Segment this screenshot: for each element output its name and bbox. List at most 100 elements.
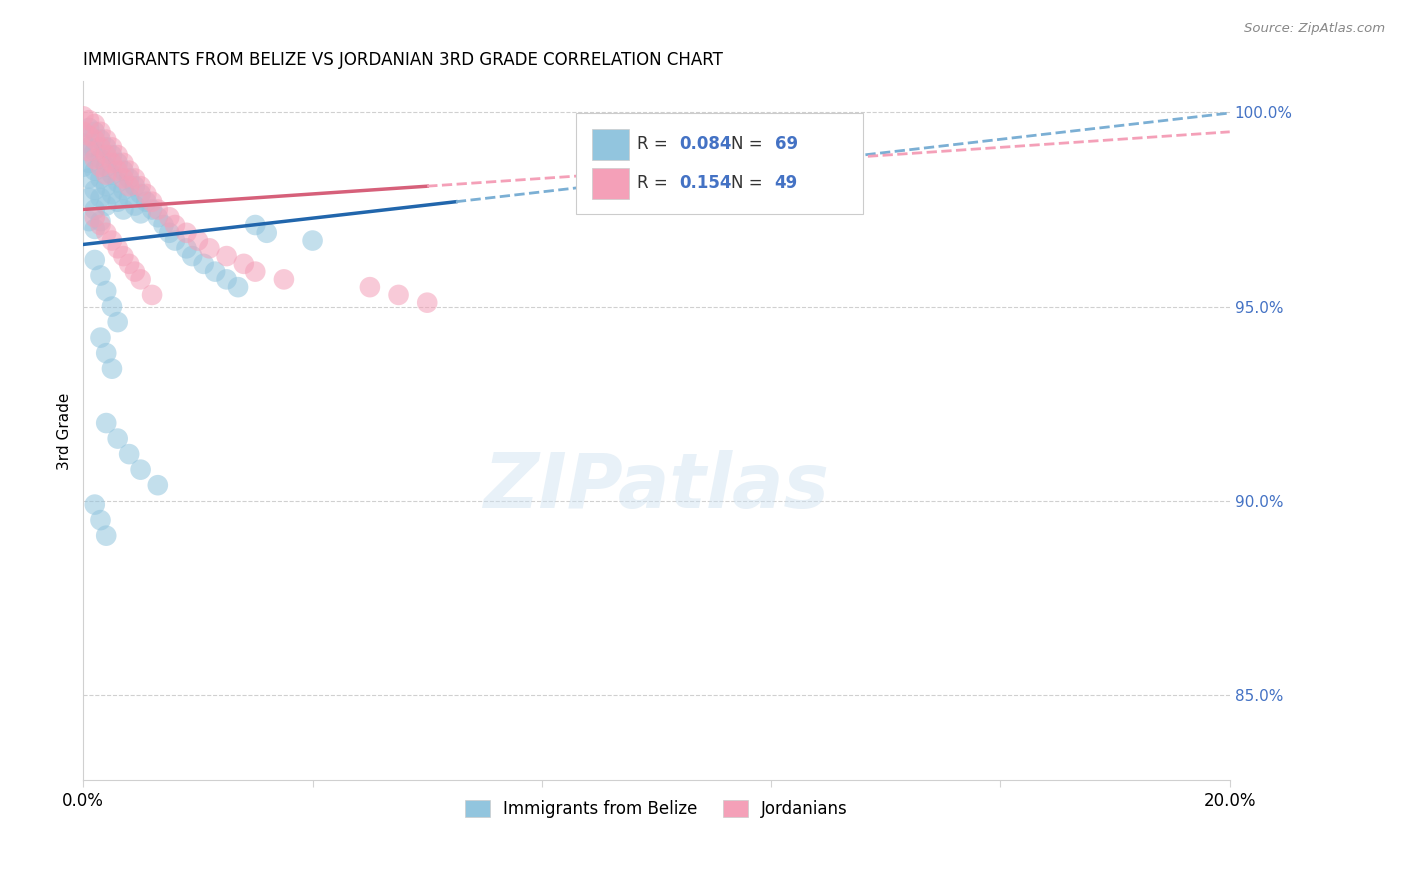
Point bbox=[83, 152, 105, 166]
Point bbox=[89, 191, 111, 205]
Point bbox=[101, 186, 124, 201]
Legend: Immigrants from Belize, Jordanians: Immigrants from Belize, Jordanians bbox=[458, 793, 855, 824]
Point bbox=[124, 198, 146, 212]
Point bbox=[77, 171, 100, 186]
Point bbox=[141, 288, 163, 302]
Y-axis label: 3rd Grade: 3rd Grade bbox=[58, 392, 72, 469]
FancyBboxPatch shape bbox=[592, 128, 628, 160]
Point bbox=[107, 148, 129, 162]
Point bbox=[107, 194, 129, 209]
Point bbox=[124, 171, 146, 186]
Point bbox=[96, 346, 118, 360]
Point bbox=[215, 272, 238, 286]
Point bbox=[89, 268, 111, 283]
Text: 0.154: 0.154 bbox=[679, 175, 733, 193]
Point bbox=[163, 218, 186, 232]
Point bbox=[77, 191, 100, 205]
Point bbox=[124, 265, 146, 279]
Point bbox=[83, 252, 105, 267]
Text: 49: 49 bbox=[775, 175, 797, 193]
Point bbox=[96, 284, 118, 298]
Point bbox=[135, 186, 157, 201]
Point bbox=[89, 152, 111, 166]
Point bbox=[387, 288, 409, 302]
Point bbox=[96, 416, 118, 430]
Point bbox=[124, 179, 146, 194]
Text: 69: 69 bbox=[775, 136, 797, 153]
Point bbox=[112, 183, 135, 197]
Point bbox=[77, 214, 100, 228]
Point bbox=[112, 156, 135, 170]
Point bbox=[89, 513, 111, 527]
Point bbox=[89, 218, 111, 232]
Point bbox=[107, 175, 129, 189]
Point bbox=[96, 160, 118, 174]
Point bbox=[89, 331, 111, 345]
Point bbox=[101, 300, 124, 314]
Point bbox=[101, 168, 124, 182]
Point bbox=[83, 163, 105, 178]
Point bbox=[83, 211, 105, 225]
Point bbox=[107, 432, 129, 446]
FancyBboxPatch shape bbox=[576, 112, 863, 214]
Point bbox=[72, 160, 94, 174]
Point bbox=[301, 234, 323, 248]
Point bbox=[359, 280, 381, 294]
FancyBboxPatch shape bbox=[592, 168, 628, 199]
Point bbox=[107, 315, 129, 329]
Point bbox=[146, 478, 169, 492]
Point bbox=[204, 265, 226, 279]
Point bbox=[245, 265, 267, 279]
Text: 0.084: 0.084 bbox=[679, 136, 733, 153]
Point bbox=[107, 241, 129, 255]
Point bbox=[146, 211, 169, 225]
Point bbox=[198, 241, 221, 255]
Text: R =: R = bbox=[637, 136, 673, 153]
Point bbox=[89, 140, 111, 154]
Point bbox=[118, 179, 141, 194]
Point bbox=[273, 272, 295, 286]
Point bbox=[77, 120, 100, 135]
Point bbox=[141, 194, 163, 209]
Point bbox=[112, 163, 135, 178]
Point bbox=[101, 234, 124, 248]
Point bbox=[96, 132, 118, 146]
Point bbox=[176, 241, 198, 255]
Point bbox=[72, 125, 94, 139]
Text: Source: ZipAtlas.com: Source: ZipAtlas.com bbox=[1244, 22, 1385, 36]
Point bbox=[83, 132, 105, 146]
Point bbox=[112, 202, 135, 217]
Point bbox=[112, 249, 135, 263]
Point bbox=[193, 257, 215, 271]
Point bbox=[176, 226, 198, 240]
Point bbox=[129, 186, 152, 201]
Point bbox=[96, 168, 118, 182]
Point bbox=[101, 361, 124, 376]
Point bbox=[96, 148, 118, 162]
Point bbox=[96, 529, 118, 543]
Point bbox=[83, 117, 105, 131]
Point bbox=[416, 295, 439, 310]
Point bbox=[96, 198, 118, 212]
Point bbox=[256, 226, 278, 240]
Point bbox=[77, 113, 100, 128]
Point bbox=[101, 148, 124, 162]
Point bbox=[77, 140, 100, 154]
Text: N =: N = bbox=[731, 136, 768, 153]
Point bbox=[157, 211, 180, 225]
Point bbox=[72, 136, 94, 151]
Point bbox=[89, 171, 111, 186]
Point bbox=[146, 202, 169, 217]
Point bbox=[83, 498, 105, 512]
Point bbox=[77, 156, 100, 170]
Point bbox=[163, 234, 186, 248]
Point bbox=[107, 163, 129, 178]
Point bbox=[77, 128, 100, 143]
Point bbox=[129, 272, 152, 286]
Point bbox=[118, 447, 141, 461]
Point bbox=[96, 179, 118, 194]
Point bbox=[187, 234, 209, 248]
Point bbox=[89, 214, 111, 228]
Point bbox=[232, 257, 254, 271]
Point bbox=[226, 280, 249, 294]
